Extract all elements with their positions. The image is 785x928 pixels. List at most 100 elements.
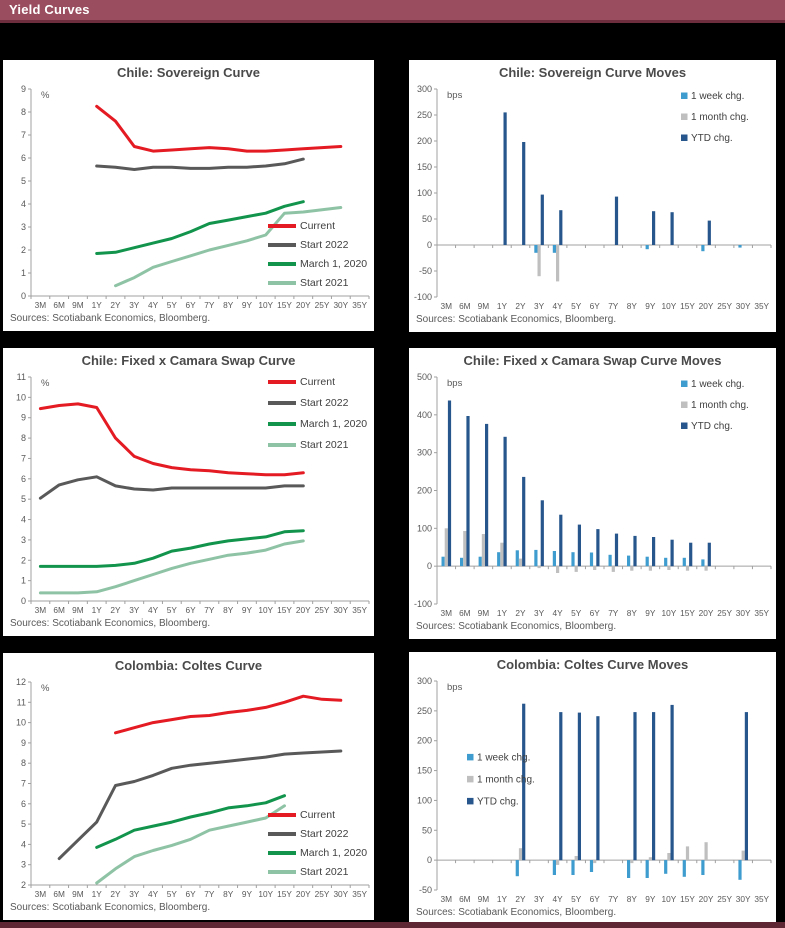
svg-text:9Y: 9Y (242, 605, 253, 615)
svg-text:100: 100 (417, 523, 432, 533)
bottom-border-bar (0, 922, 785, 928)
svg-text:25Y: 25Y (315, 300, 330, 310)
svg-text:6: 6 (21, 153, 26, 163)
svg-text:100: 100 (417, 188, 432, 198)
svg-text:5Y: 5Y (571, 894, 582, 904)
svg-text:9M: 9M (478, 608, 490, 618)
svg-text:1 month chg.: 1 month chg. (691, 400, 749, 411)
svg-text:2: 2 (21, 245, 26, 255)
svg-text:-100: -100 (414, 599, 432, 609)
svg-text:1: 1 (21, 576, 26, 586)
svg-text:6Y: 6Y (590, 301, 601, 311)
svg-text:20Y: 20Y (699, 894, 714, 904)
svg-text:10Y: 10Y (258, 889, 273, 899)
svg-text:March 1, 2020: March 1, 2020 (300, 258, 367, 270)
chart-panel-chile-swap-curve: Chile: Fixed x Camara Swap Curve 0 1 2 3 4 5 6… (3, 348, 374, 636)
svg-text:30Y: 30Y (333, 300, 348, 310)
svg-text:11: 11 (17, 697, 26, 707)
svg-text:8: 8 (21, 433, 26, 443)
chart-panel-colombia-coltes-curve-moves: Colombia: Coltes Curve Moves -50 0 50 100 15… (409, 652, 776, 925)
svg-text:12: 12 (16, 677, 26, 687)
svg-text:15Y: 15Y (680, 608, 695, 618)
chart-canvas-chile-sovereign-curve: 0 1 2 3 4 5 6 7 8 9 3M 6M 9M 1Y 2Y 3Y 4Y 5Y 6Y 7Y 8Y 9Y 10Y 15Y… (3, 83, 374, 312)
svg-text:7Y: 7Y (204, 300, 215, 310)
svg-text:8Y: 8Y (223, 889, 234, 899)
svg-text:7Y: 7Y (608, 894, 619, 904)
chart-canvas-colombia-coltes-curve-moves: -50 0 50 100 150 200 250 300 3M 6M 9M 1Y 2Y 3Y 4Y 5Y 6Y 7… (409, 675, 776, 906)
svg-text:5Y: 5Y (167, 605, 178, 615)
svg-text:3Y: 3Y (534, 608, 545, 618)
svg-text:Start 2021: Start 2021 (300, 439, 349, 451)
svg-text:3Y: 3Y (129, 605, 140, 615)
svg-text:7: 7 (21, 453, 26, 463)
svg-text:10Y: 10Y (258, 300, 273, 310)
svg-text:3M: 3M (35, 300, 47, 310)
svg-text:2Y: 2Y (110, 605, 121, 615)
svg-text:7: 7 (21, 130, 26, 140)
svg-text:9: 9 (21, 84, 26, 94)
svg-text:6Y: 6Y (590, 894, 601, 904)
svg-text:6M: 6M (53, 300, 65, 310)
svg-text:9: 9 (21, 738, 26, 748)
svg-text:3: 3 (21, 535, 26, 545)
chart-title: Colombia: Coltes Curve Moves (496, 657, 689, 672)
svg-text:500: 500 (417, 372, 432, 382)
svg-text:%: % (41, 90, 50, 101)
svg-text:35Y: 35Y (754, 608, 769, 618)
svg-text:6Y: 6Y (186, 300, 197, 310)
svg-text:YTD chg.: YTD chg. (477, 796, 519, 807)
svg-text:Current: Current (300, 376, 335, 388)
source-note: Sources: Scotiabank Economics, Bloomberg… (416, 314, 617, 325)
svg-text:6M: 6M (53, 605, 65, 615)
svg-text:11: 11 (17, 372, 26, 382)
svg-text:3Y: 3Y (534, 301, 545, 311)
svg-text:8: 8 (21, 107, 26, 117)
svg-text:150: 150 (417, 162, 432, 172)
source-note: Sources: Scotiabank Economics, Bloomberg… (10, 618, 211, 629)
svg-text:20Y: 20Y (699, 301, 714, 311)
svg-text:4: 4 (21, 199, 26, 209)
svg-text:0: 0 (21, 596, 26, 606)
svg-text:20Y: 20Y (699, 608, 714, 618)
svg-text:5Y: 5Y (571, 301, 582, 311)
svg-text:25Y: 25Y (315, 889, 330, 899)
svg-text:9M: 9M (72, 889, 84, 899)
svg-text:15Y: 15Y (680, 301, 695, 311)
chart-panel-chile-swap-curve-moves: Chile: Fixed x Camara Swap Curve Moves -… (409, 348, 776, 639)
svg-text:2Y: 2Y (515, 608, 526, 618)
svg-text:Current: Current (300, 809, 335, 821)
svg-text:1Y: 1Y (92, 605, 103, 615)
svg-text:3: 3 (21, 222, 26, 232)
chart-canvas-chile-swap-curve-moves: -100 0 100 200 300 400 500 3M 6M 9M 1Y 2Y 3Y 4Y 5Y 6Y 7Y… (409, 371, 776, 620)
svg-text:9Y: 9Y (242, 889, 253, 899)
svg-text:50: 50 (422, 214, 432, 224)
svg-text:15Y: 15Y (277, 300, 292, 310)
source-note: Sources: Scotiabank Economics, Bloomberg… (416, 907, 617, 918)
svg-text:8Y: 8Y (627, 894, 638, 904)
svg-text:3M: 3M (441, 608, 453, 618)
svg-text:8Y: 8Y (223, 300, 234, 310)
svg-text:Start 2021: Start 2021 (300, 866, 349, 878)
chart-title: Chile: Fixed x Camara Swap Curve (81, 353, 296, 368)
svg-text:8Y: 8Y (223, 605, 234, 615)
svg-text:1 week chg.: 1 week chg. (691, 91, 744, 102)
svg-text:20Y: 20Y (296, 300, 311, 310)
svg-text:YTD chg.: YTD chg. (691, 133, 733, 144)
svg-text:10Y: 10Y (662, 301, 677, 311)
svg-text:8Y: 8Y (627, 301, 638, 311)
svg-text:6M: 6M (459, 608, 471, 618)
chart-panel-chile-sovereign-curve-moves: Chile: Sovereign Curve Moves -100 -50 0 50 1… (409, 60, 776, 332)
chart-canvas-chile-swap-curve: 0 1 2 3 4 5 6 7 8 9 10 11 3M 6M 9M 1Y 2Y 3Y 4Y 5Y 6Y 7Y 8Y 9Y 10… (3, 371, 374, 617)
svg-text:Start 2021: Start 2021 (300, 277, 349, 289)
svg-text:4Y: 4Y (148, 605, 159, 615)
svg-text:3Y: 3Y (534, 894, 545, 904)
svg-text:25Y: 25Y (717, 608, 732, 618)
svg-text:4Y: 4Y (553, 301, 564, 311)
svg-text:6M: 6M (459, 301, 471, 311)
svg-text:5Y: 5Y (167, 889, 178, 899)
svg-text:35Y: 35Y (352, 300, 367, 310)
svg-text:5Y: 5Y (167, 300, 178, 310)
svg-text:6M: 6M (53, 889, 65, 899)
svg-text:250: 250 (417, 110, 432, 120)
svg-text:3Y: 3Y (129, 300, 140, 310)
